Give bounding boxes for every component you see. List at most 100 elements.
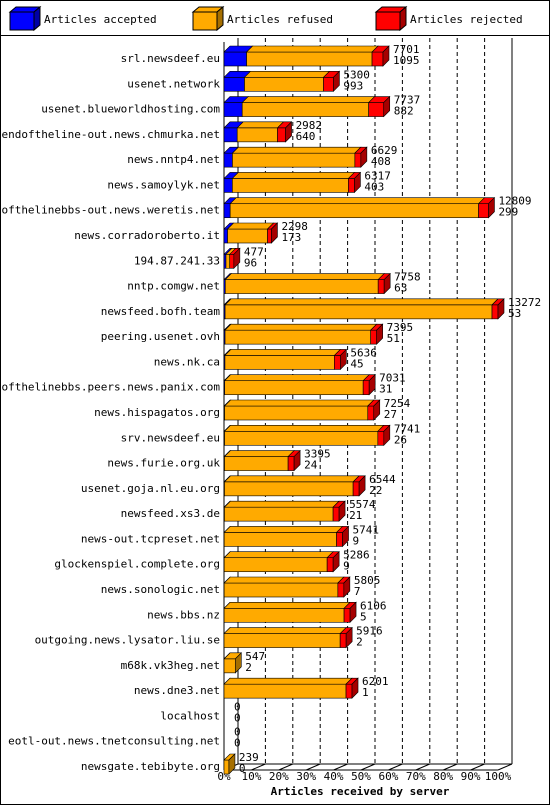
accepted-label: 882	[394, 105, 414, 118]
bar-segment	[224, 128, 237, 142]
bar-top	[237, 122, 283, 128]
category-label: m68k.vk3heg.net	[121, 659, 220, 672]
bar-top	[224, 552, 333, 558]
x-tick-label: 80%	[433, 770, 453, 783]
accepted-label: 0	[234, 737, 241, 750]
bar-segment	[230, 254, 234, 268]
accepted-label: 993	[343, 79, 363, 92]
accepted-label: 51	[387, 332, 400, 345]
bar-segment	[232, 178, 348, 192]
bar-segment	[378, 280, 384, 294]
bar-top	[224, 678, 352, 684]
bar-segment	[479, 204, 489, 218]
category-label: eotl-out.news.tnetconsulting.net	[8, 735, 220, 748]
bar-segment	[337, 532, 343, 546]
accepted-label: 21	[349, 509, 362, 522]
bar-segment	[355, 153, 361, 167]
accepted-label: 22	[369, 484, 382, 497]
accepted-label: 403	[364, 180, 384, 193]
category-label: news-out.tcpreset.net	[81, 532, 220, 545]
bar-segment	[225, 406, 368, 420]
accepted-label: 96	[244, 256, 257, 269]
category-label: localhost	[160, 709, 220, 722]
bar-top	[225, 349, 340, 355]
accepted-label: 1095	[393, 54, 420, 67]
bar-segment	[225, 431, 378, 445]
x-tick-label: 90%	[461, 770, 481, 783]
bar-segment	[224, 507, 333, 521]
accepted-label: 640	[296, 130, 316, 143]
bar-segment	[224, 760, 229, 774]
accepted-label: 27	[384, 408, 397, 421]
bar-segment	[372, 52, 383, 66]
bar-top	[225, 274, 384, 280]
bar-segment	[344, 608, 350, 622]
category-label: endoftheline-out.news.chmurka.net	[1, 128, 220, 141]
bar-segment	[346, 684, 352, 698]
bar-top	[232, 172, 354, 178]
bar-segment	[268, 229, 272, 243]
bar-segment	[369, 103, 384, 117]
category-label: newsfeed.xs3.de	[121, 507, 220, 520]
bar-segment	[363, 381, 369, 395]
category-label: news.nntp4.net	[127, 153, 220, 166]
category-label: news.sonologic.net	[101, 583, 220, 596]
bar-segment	[225, 305, 492, 319]
accepted-label: 9	[353, 534, 360, 547]
bar-segment	[224, 583, 338, 597]
bar-top	[247, 46, 378, 52]
accepted-label: 24	[304, 459, 318, 472]
bar-segment	[492, 305, 498, 319]
category-label: 194.87.241.33	[134, 254, 220, 267]
bar-segment	[224, 634, 340, 648]
category-label: news.corradoroberto.it	[74, 229, 220, 242]
bar-segment	[333, 507, 339, 521]
bar-segment	[224, 558, 327, 572]
bar-segment	[245, 77, 324, 91]
bar-segment	[237, 128, 277, 142]
bar-top	[225, 324, 377, 330]
accepted-label: 173	[281, 231, 301, 244]
bar-segment	[225, 280, 378, 294]
x-axis-title: Articles received by server	[271, 785, 450, 798]
bar-segment	[353, 482, 359, 496]
legend-swatch	[376, 12, 400, 30]
bar-top	[224, 602, 350, 608]
accepted-label: 9	[343, 560, 350, 573]
category-label: endofthelinebbs-out.news.weretis.net	[0, 204, 220, 217]
bar-segment	[225, 381, 364, 395]
bar-top	[224, 501, 339, 507]
bar-top	[225, 299, 498, 305]
bar-top	[224, 577, 344, 583]
legend-swatch	[193, 12, 217, 30]
bar-segment	[378, 431, 384, 445]
legend-label: Articles refused	[227, 13, 333, 26]
bar-segment	[224, 608, 344, 622]
bar-segment	[247, 52, 372, 66]
accepted-label: 7	[354, 585, 361, 598]
accepted-label: 1	[362, 686, 369, 699]
bar-segment	[228, 229, 268, 243]
bar-segment	[278, 128, 286, 142]
bar-segment	[368, 406, 374, 420]
bar-top	[225, 375, 370, 381]
category-label: endofthelinebbs.peers.news.panix.com	[0, 381, 220, 394]
bar-segment	[225, 355, 334, 369]
category-label: news.hispagatos.org	[94, 406, 220, 419]
bar-segment	[226, 254, 230, 268]
bar-segment	[224, 178, 232, 192]
bar-segment	[224, 204, 230, 218]
x-tick-label: 20%	[269, 770, 289, 783]
x-tick-label: 60%	[378, 770, 398, 783]
bar-segment	[348, 178, 354, 192]
legend-label: Articles accepted	[44, 13, 157, 26]
bar-segment	[224, 153, 232, 167]
bar-segment	[224, 77, 245, 91]
bar-segment	[334, 355, 340, 369]
bar-segment	[224, 229, 228, 243]
bar-top	[225, 400, 374, 406]
bar-segment	[338, 583, 344, 597]
bar-segment	[371, 330, 377, 344]
category-label: news.dne3.net	[134, 684, 220, 697]
